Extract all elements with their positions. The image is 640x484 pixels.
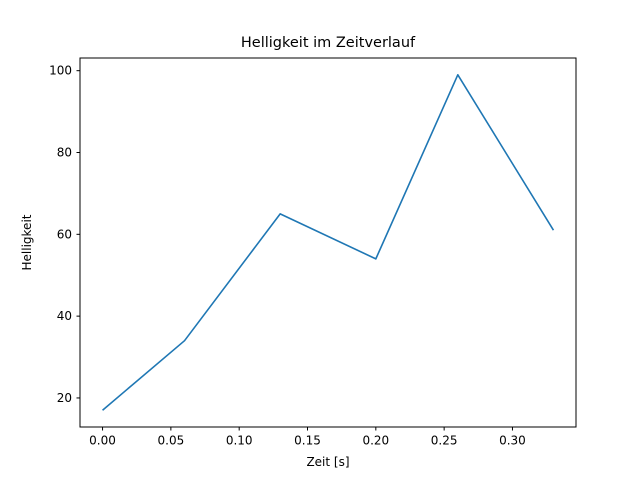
plot-frame bbox=[79, 57, 577, 428]
x-tick-label: 0.20 bbox=[362, 434, 389, 448]
x-tick-label: 0.05 bbox=[158, 434, 185, 448]
chart-title: Helligkeit im Zeitverlauf bbox=[241, 35, 416, 51]
y-tick-label: 80 bbox=[57, 146, 72, 160]
ticks-layer: 0.00 0.05 0.10 0.15 0.20 0.25 0.30 20 40 60 80 100 bbox=[49, 64, 526, 448]
x-tick-label: 0.15 bbox=[294, 434, 321, 448]
y-tick-label: 40 bbox=[57, 309, 72, 323]
y-tick-label: 20 bbox=[57, 391, 72, 405]
y-axis-label: Helligkeit bbox=[20, 214, 34, 270]
x-tick-label: 0.25 bbox=[431, 434, 458, 448]
x-tick-label: 0.00 bbox=[89, 434, 116, 448]
data-line-helligkeit bbox=[102, 73, 555, 411]
x-axis-label: Zeit [s] bbox=[306, 455, 349, 469]
y-tick-label: 100 bbox=[49, 64, 72, 78]
x-tick-label: 0.10 bbox=[226, 434, 253, 448]
y-tick-label: 60 bbox=[57, 227, 72, 241]
data-series-layer bbox=[102, 73, 555, 411]
x-tick-label: 0.30 bbox=[499, 434, 526, 448]
